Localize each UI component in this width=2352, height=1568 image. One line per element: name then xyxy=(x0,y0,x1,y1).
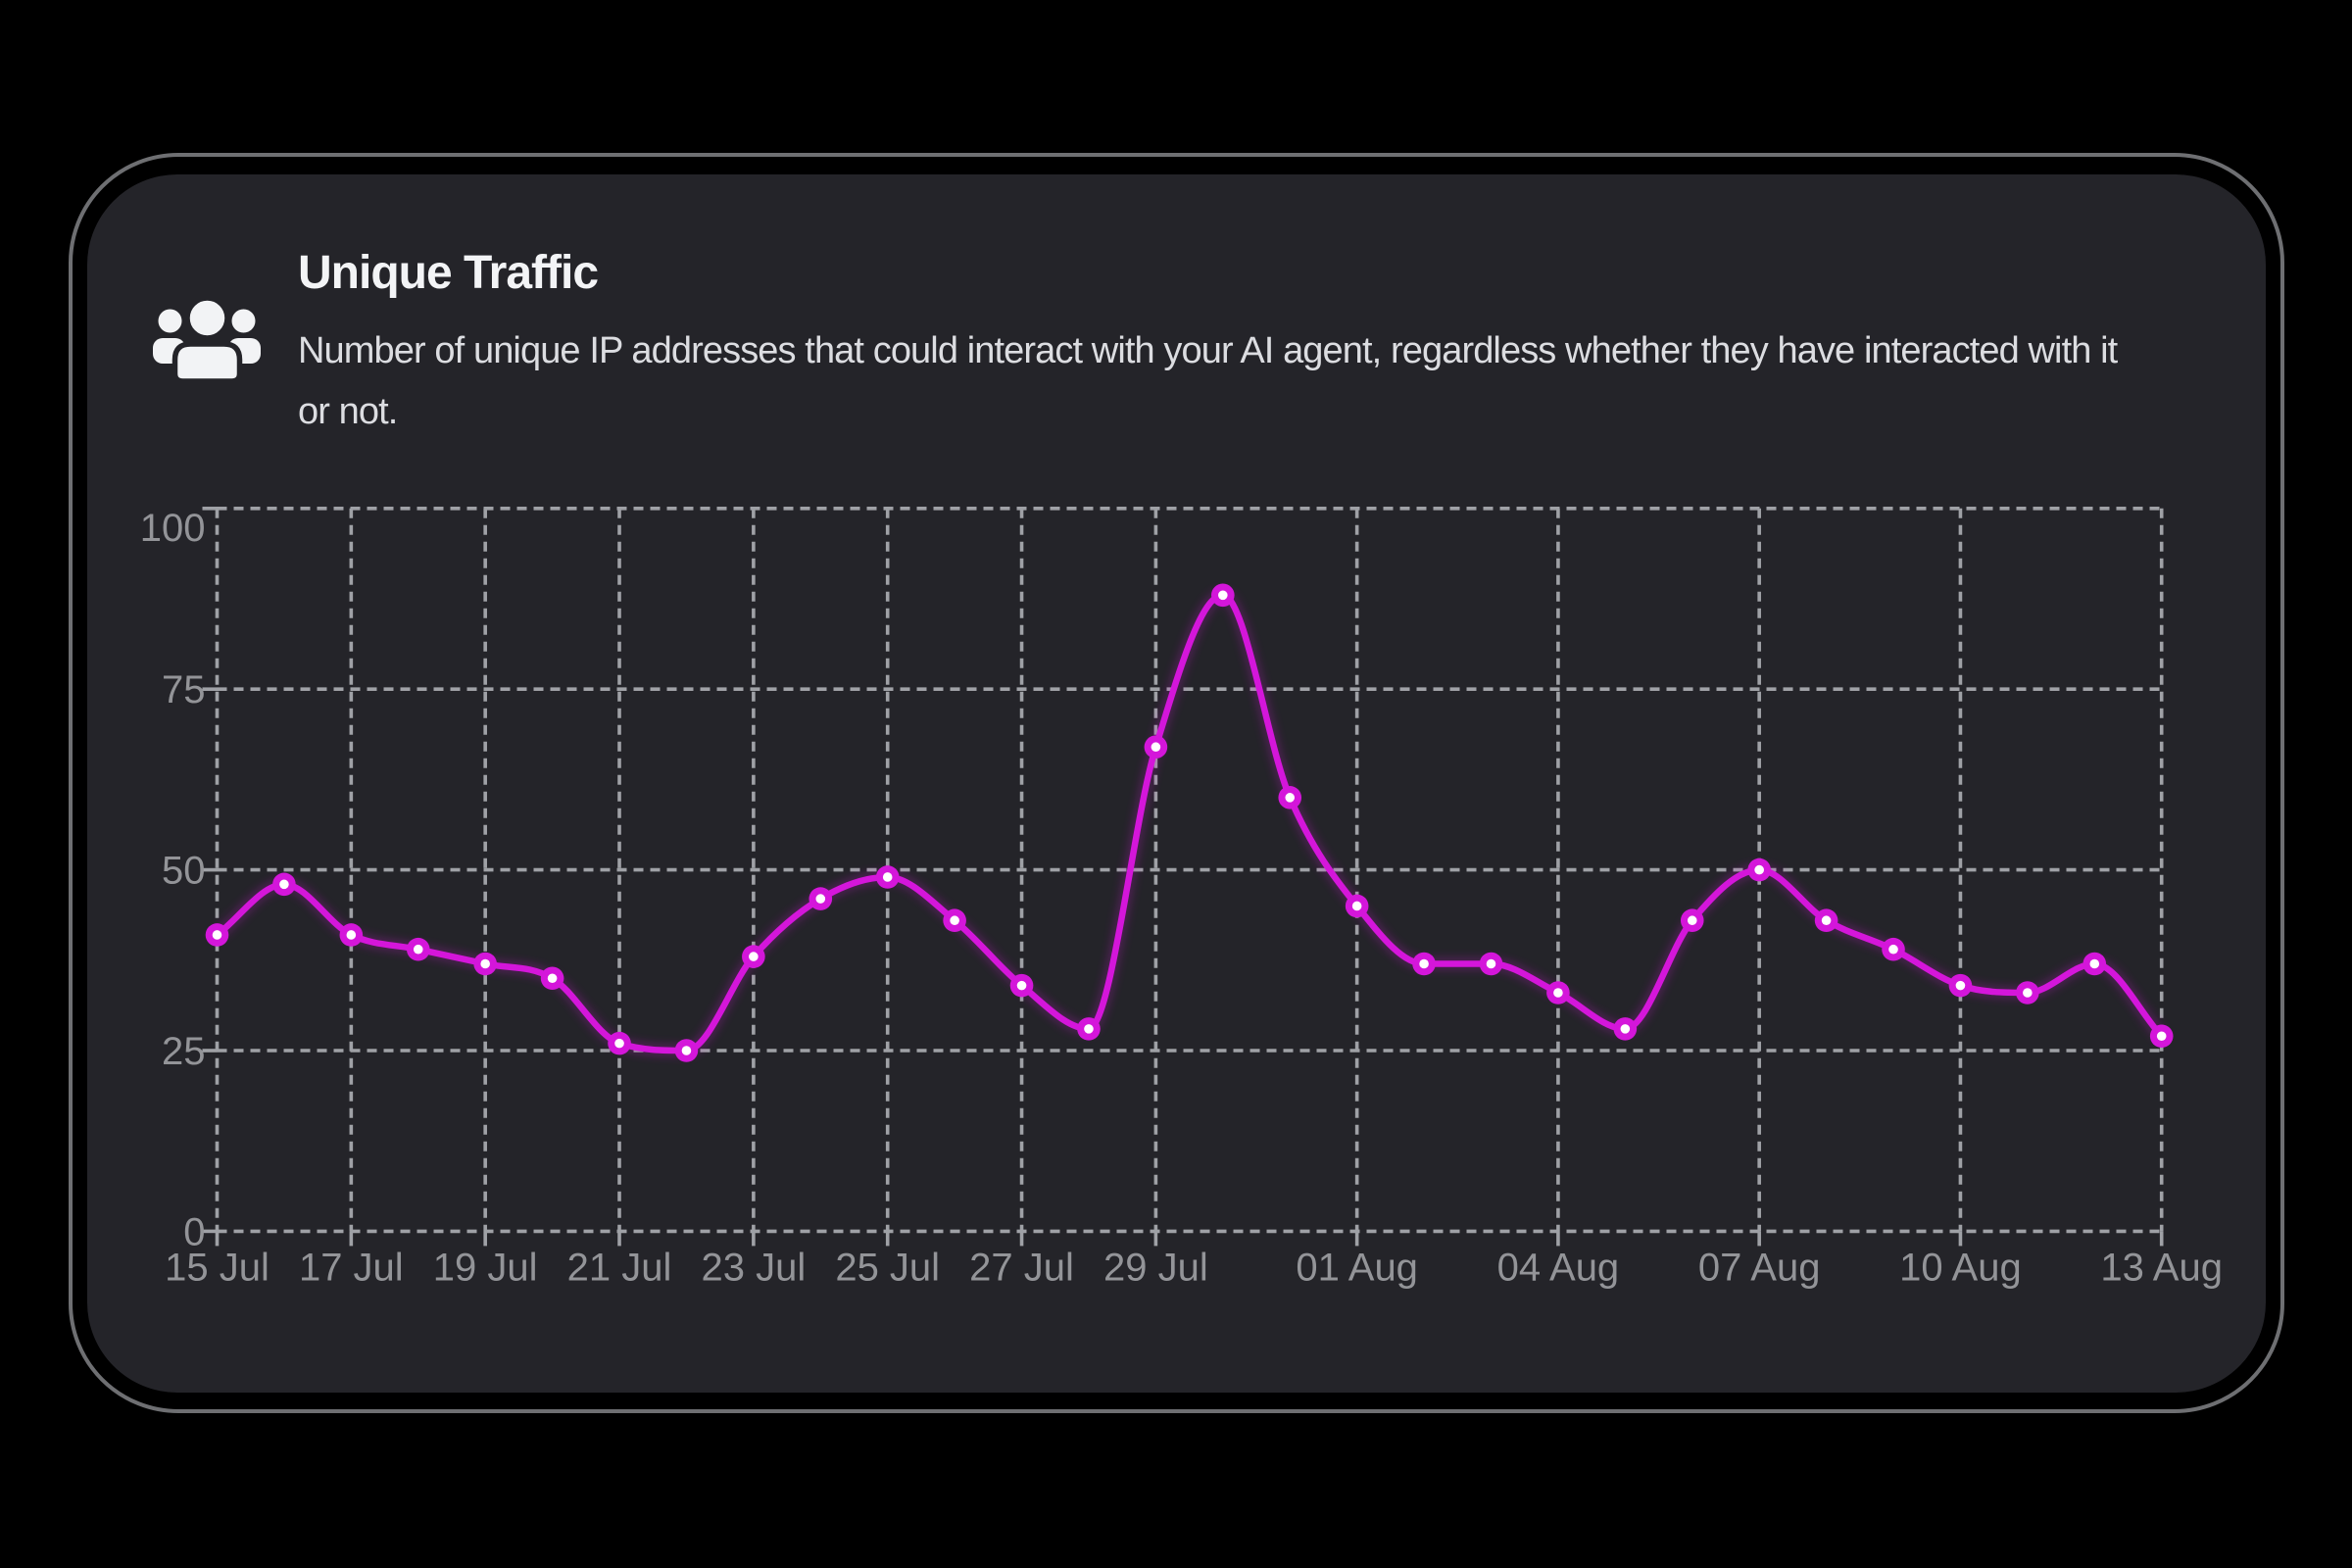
data-point-center xyxy=(1754,864,1764,875)
data-point-center xyxy=(1955,980,1966,991)
data-point-center xyxy=(1084,1024,1094,1034)
data-point-center xyxy=(1821,915,1832,926)
data-point-center xyxy=(1016,980,1027,991)
data-point-center xyxy=(1218,590,1228,601)
y-axis-label: 75 xyxy=(162,668,206,711)
x-axis-label: 10 Aug xyxy=(1899,1246,2022,1289)
data-point-center xyxy=(1285,793,1296,803)
line-glow xyxy=(214,589,2166,1056)
data-point-center xyxy=(547,973,558,984)
data-point-center xyxy=(480,958,490,969)
chart-axis-labels: 0 25 50 75 100 15 Jul 17 Jul 19 Jul 21 Jul 23 Jul… xyxy=(140,507,2223,1290)
card-description: Number of unique IP addresses that could… xyxy=(298,330,2118,432)
y-axis-label: 100 xyxy=(140,507,206,550)
card-outline xyxy=(69,153,2284,1413)
data-point-center xyxy=(749,952,759,961)
data-point-center xyxy=(2023,988,2033,998)
x-axis-label: 23 Jul xyxy=(701,1246,806,1289)
data-point-center xyxy=(815,894,826,904)
data-point-center xyxy=(614,1038,624,1049)
data-point-center xyxy=(2089,958,2100,969)
traffic-line xyxy=(214,592,2165,1054)
data-point-center xyxy=(1151,742,1161,753)
x-axis-label: 25 Jul xyxy=(835,1246,940,1289)
data-point-center xyxy=(1620,1024,1631,1034)
data-point-center xyxy=(413,944,423,955)
x-axis-label: 07 Aug xyxy=(1698,1246,1821,1289)
x-axis-label: 01 Aug xyxy=(1296,1246,1418,1289)
chart-series xyxy=(205,583,2174,1062)
data-point-center xyxy=(1553,988,1563,998)
x-axis-label: 15 Jul xyxy=(165,1246,270,1289)
data-point-center xyxy=(882,872,893,882)
x-axis-label: 17 Jul xyxy=(299,1246,404,1289)
data-point-center xyxy=(2156,1031,2167,1042)
card-title: Unique Traffic xyxy=(298,247,599,299)
data-point-center xyxy=(950,915,959,926)
data-point-center xyxy=(1419,958,1429,969)
data-point-center xyxy=(279,879,289,890)
x-axis-label: 21 Jul xyxy=(567,1246,672,1289)
data-point-center xyxy=(212,930,222,940)
unique-traffic-card: Unique Traffic Number of unique IP addre… xyxy=(87,174,2266,1393)
x-axis-label: 13 Aug xyxy=(2100,1246,2223,1289)
chart-gridlines xyxy=(202,506,2164,1247)
data-point-center xyxy=(681,1046,692,1055)
x-axis-label: 27 Jul xyxy=(969,1246,1074,1289)
data-point-center xyxy=(346,930,357,940)
people-group-icon xyxy=(153,297,261,381)
data-point-center xyxy=(1687,915,1697,926)
x-axis-label: 29 Jul xyxy=(1103,1246,1208,1289)
card-titles: Unique Traffic Number of unique IP addre… xyxy=(298,249,2238,442)
data-point-center xyxy=(1888,944,1898,955)
data-point-center xyxy=(1351,901,1362,911)
y-axis-label: 0 xyxy=(183,1210,205,1253)
x-axis-label: 04 Aug xyxy=(1497,1246,1620,1289)
data-point-center xyxy=(1486,958,1496,969)
x-axis-label: 19 Jul xyxy=(433,1246,538,1289)
y-axis-label: 50 xyxy=(162,850,206,893)
y-axis-label: 25 xyxy=(162,1030,206,1073)
